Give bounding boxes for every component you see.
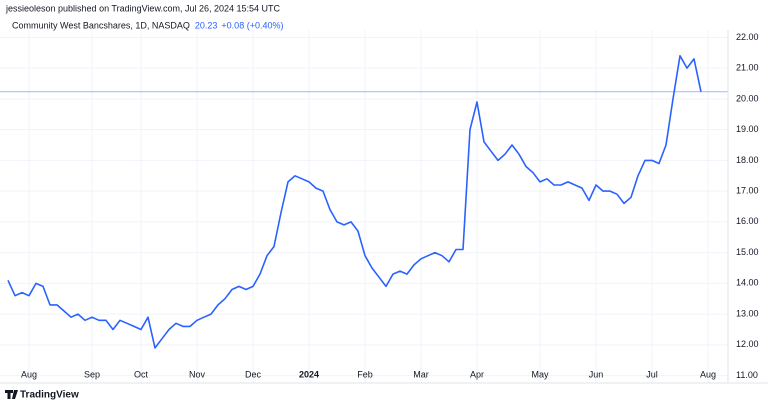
y-tick-label: 13.00 (736, 308, 759, 318)
y-tick-label: 21.00 (736, 63, 759, 73)
y-tick-label: 17.00 (736, 186, 759, 196)
x-tick-label: May (531, 369, 549, 379)
logo (5, 390, 18, 399)
x-tick-label: Aug (700, 369, 716, 379)
x-tick-label: Dec (245, 369, 262, 379)
x-tick-label: Sep (84, 369, 100, 379)
x-tick-label: Apr (470, 369, 484, 379)
symbol: Community West Bancshares, 1D, NASDAQ (12, 20, 190, 30)
y-tick-label: 18.00 (736, 155, 759, 165)
price-line (7, 55, 702, 349)
header: jessieoleson published on TradingView.co… (5, 3, 281, 13)
y-tick-label: 22.00 (736, 32, 759, 42)
x-tick-label: 2024 (299, 369, 319, 379)
last-price: 20.23 (195, 20, 218, 30)
x-tick-label: Nov (189, 369, 206, 379)
x-tick-label: Feb (357, 369, 373, 379)
y-tick-label: 20.00 (736, 93, 759, 103)
footer-brand: TradingView (20, 390, 79, 401)
price-change: +0.08 (+0.40%) (221, 20, 283, 30)
x-tick-label: Oct (134, 369, 149, 379)
y-tick-label: 12.00 (736, 339, 759, 349)
x-tick-label: Mar (413, 369, 429, 379)
y-tick-label: 11.00 (736, 370, 758, 380)
y-tick-label: 19.00 (736, 124, 759, 134)
y-tick-label: 14.00 (736, 278, 759, 288)
y-tick-label: 16.00 (736, 216, 759, 226)
x-tick-label: Jun (589, 369, 604, 379)
x-tick-label: Jul (646, 369, 658, 379)
y-tick-label: 15.00 (736, 247, 759, 257)
x-tick-label: Aug (21, 369, 37, 379)
